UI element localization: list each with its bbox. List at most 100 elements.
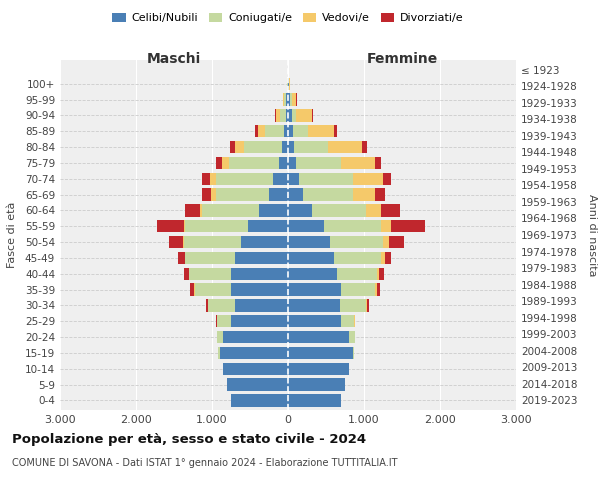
Bar [202, 172, 210, 185]
Bar [230, 141, 235, 154]
Bar [288, 125, 293, 138]
Bar [383, 172, 391, 185]
Bar [259, 204, 288, 216]
Bar [235, 300, 288, 312]
Bar [220, 347, 288, 359]
Bar [293, 125, 308, 138]
Bar [389, 236, 404, 248]
Bar [381, 204, 400, 216]
Bar [288, 284, 341, 296]
Bar [296, 110, 311, 122]
Bar [376, 284, 377, 296]
Bar [202, 204, 259, 216]
Bar [341, 315, 354, 328]
Bar [279, 157, 288, 169]
Bar [282, 141, 288, 154]
Bar [288, 141, 294, 154]
Bar [288, 220, 325, 232]
Bar [288, 236, 330, 248]
Bar [235, 252, 288, 264]
Bar [283, 94, 284, 106]
Bar [241, 236, 288, 248]
Bar [223, 331, 288, 344]
Bar [288, 378, 345, 391]
Bar [288, 204, 313, 216]
Bar [313, 204, 365, 216]
Bar [341, 284, 376, 296]
Bar [206, 300, 208, 312]
Bar [188, 268, 189, 280]
Bar [288, 315, 341, 328]
Bar [184, 268, 188, 280]
Bar [275, 110, 276, 122]
Bar [376, 157, 382, 169]
Bar [288, 110, 292, 122]
Bar [391, 220, 425, 232]
Bar [269, 188, 288, 201]
Bar [208, 300, 235, 312]
Bar [244, 141, 282, 154]
Bar [303, 188, 353, 201]
Bar [284, 94, 286, 106]
Bar [235, 141, 244, 154]
Bar [341, 157, 376, 169]
Bar [286, 110, 288, 122]
Bar [286, 94, 288, 106]
Bar [308, 125, 334, 138]
Bar [328, 141, 362, 154]
Bar [284, 125, 288, 138]
Bar [211, 188, 216, 201]
Bar [288, 268, 337, 280]
Text: COMUNE DI SAVONA - Dati ISTAT 1° gennaio 2024 - Elaborazione TUTTITALIA.IT: COMUNE DI SAVONA - Dati ISTAT 1° gennaio… [12, 458, 398, 468]
Bar [296, 157, 341, 169]
Bar [334, 252, 381, 264]
Bar [376, 188, 385, 201]
Bar [184, 220, 185, 232]
Bar [185, 204, 200, 216]
Bar [377, 268, 379, 280]
Bar [292, 110, 296, 122]
Bar [183, 236, 184, 248]
Bar [330, 236, 383, 248]
Bar [349, 331, 355, 344]
Bar [190, 284, 194, 296]
Bar [288, 172, 299, 185]
Bar [217, 315, 231, 328]
Bar [280, 110, 286, 122]
Bar [292, 94, 296, 106]
Bar [231, 268, 288, 280]
Legend: Celibi/Nubili, Coniugati/e, Vedovi/e, Divorziati/e: Celibi/Nubili, Coniugati/e, Vedovi/e, Di… [108, 8, 468, 28]
Bar [276, 110, 280, 122]
Bar [231, 315, 288, 328]
Bar [294, 141, 328, 154]
Bar [288, 362, 349, 375]
Bar [257, 125, 265, 138]
Bar [337, 268, 377, 280]
Bar [365, 204, 381, 216]
Bar [290, 94, 292, 106]
Bar [185, 220, 248, 232]
Y-axis label: Anni di nascita: Anni di nascita [587, 194, 597, 276]
Bar [382, 220, 391, 232]
Bar [227, 378, 288, 391]
Bar [248, 220, 288, 232]
Bar [334, 125, 337, 138]
Bar [222, 157, 229, 169]
Bar [200, 204, 202, 216]
Bar [299, 172, 353, 185]
Bar [367, 300, 369, 312]
Bar [265, 125, 284, 138]
Bar [377, 284, 380, 296]
Bar [383, 236, 389, 248]
Bar [289, 78, 290, 90]
Text: Femmine: Femmine [367, 52, 437, 66]
Bar [288, 394, 341, 406]
Y-axis label: Fasce di età: Fasce di età [7, 202, 17, 268]
Bar [184, 236, 241, 248]
Bar [210, 172, 216, 185]
Bar [216, 157, 222, 169]
Bar [353, 172, 383, 185]
Bar [353, 188, 376, 201]
Bar [231, 284, 288, 296]
Bar [202, 188, 211, 201]
